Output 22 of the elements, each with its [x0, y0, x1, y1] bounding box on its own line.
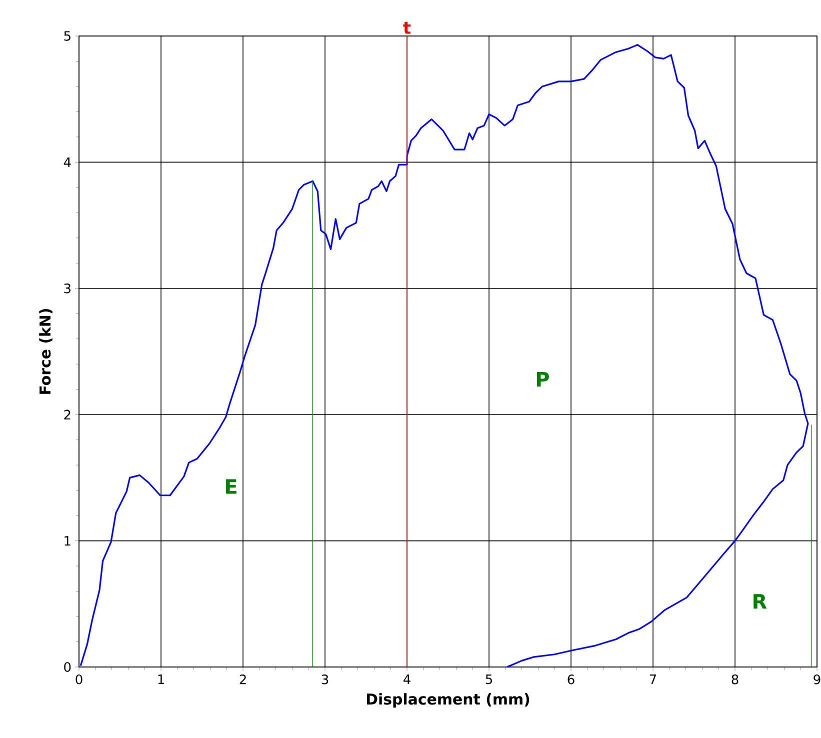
x-tick-label: 6	[568, 674, 574, 684]
y-tick-label: 5	[64, 31, 70, 41]
x-tick-label: 8	[732, 674, 738, 684]
ref-line-label: t	[403, 22, 411, 34]
x-tick-label: 1	[158, 674, 164, 684]
x-axis-title: Displacement (mm)	[366, 693, 530, 708]
annotation: R	[754, 594, 767, 609]
x-tick-label: 9	[814, 674, 820, 684]
x-tick-label: 2	[240, 674, 246, 684]
annotation: E	[226, 479, 236, 494]
x-tick-label: 3	[322, 674, 328, 684]
annotation: P	[537, 372, 549, 387]
y-tick-label: 1	[64, 536, 70, 546]
x-tick-label: 7	[650, 674, 656, 684]
y-tick-label: 3	[64, 284, 70, 294]
y-axis-title: Force (kN)	[39, 309, 52, 394]
y-tick-label: 4	[64, 157, 71, 167]
x-tick-label: 0	[76, 674, 82, 684]
y-tick-label: 0	[64, 662, 71, 672]
y-tick-label: 2	[64, 410, 70, 420]
x-tick-label: 5	[486, 674, 492, 684]
x-tick-label: 4	[404, 674, 410, 684]
